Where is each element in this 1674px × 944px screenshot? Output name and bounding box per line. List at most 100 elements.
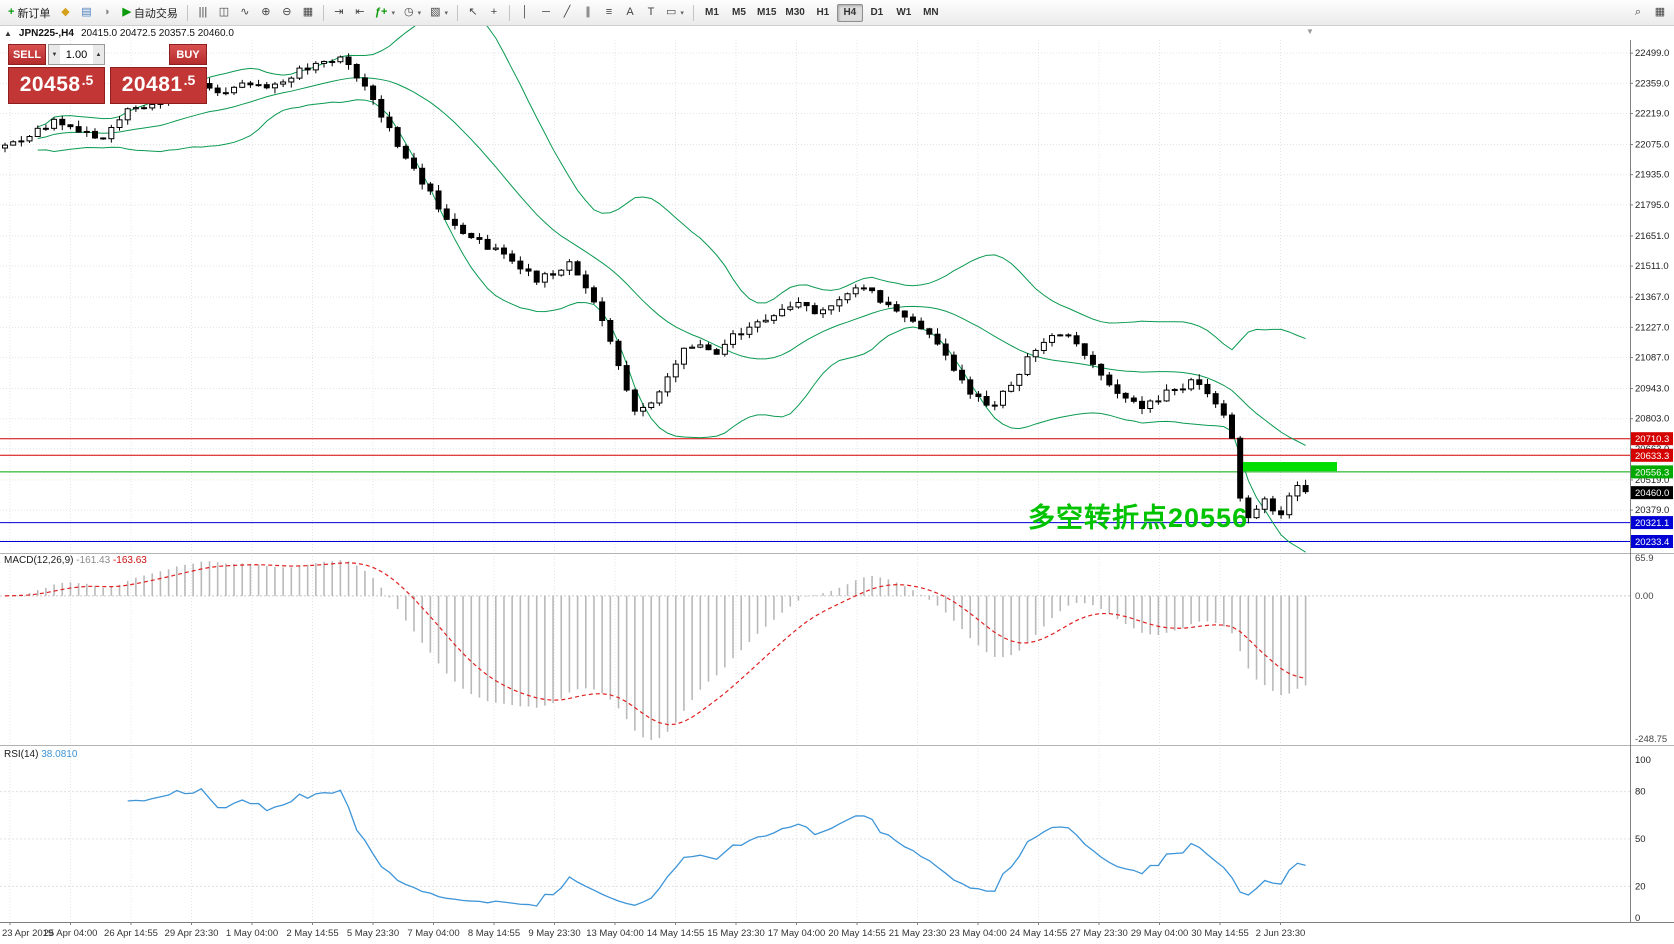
svg-text:20321.1: 20321.1 <box>1635 518 1669 529</box>
timeframe-m30[interactable]: M30 <box>785 7 805 18</box>
symbol-ohlc: 20415.0 20472.5 20357.5 20460.0 <box>80 28 234 39</box>
timeframe-h4[interactable]: H4 <box>836 3 863 22</box>
text-button[interactable]: A <box>620 3 640 23</box>
new-order-button[interactable]: + 新订单 <box>8 6 51 20</box>
shapes-button[interactable]: ▭ ▾ <box>662 3 688 23</box>
toolbar: + 新订单 ◆ ▤ ◗ ▶ 自动交易 ||| ◫ ∿ ⊕ ⊖ ▦ ⇥ ⇤ ƒ+ ▾… <box>0 0 1674 26</box>
sell-price-main: 20458 <box>19 73 81 96</box>
svg-text:20710.3: 20710.3 <box>1635 434 1669 445</box>
svg-text:21367.0: 21367.0 <box>1635 292 1669 303</box>
channel-button[interactable]: ∥ <box>578 3 598 23</box>
zoom-in-icon: ⊕ <box>261 6 271 18</box>
fibonacci-button[interactable]: ≡ <box>599 3 619 23</box>
timeframe-m1[interactable]: M1 <box>704 7 719 18</box>
macd-signal-line <box>4 562 1306 726</box>
svg-text:20379.0: 20379.0 <box>1635 505 1669 516</box>
timeframe-m5[interactable]: M5 <box>731 7 746 18</box>
auto-scroll-button[interactable]: ⇥ <box>329 3 349 23</box>
buy-price-frac: .5 <box>183 72 196 88</box>
timeframe-w1[interactable]: W1 <box>896 7 912 18</box>
templates-button[interactable]: ▧ ▾ <box>426 3 452 23</box>
svg-text:23 May 04:00: 23 May 04:00 <box>949 928 1007 939</box>
sell-price-display[interactable]: 20458 .5 <box>8 67 105 104</box>
periods-button[interactable]: ◷ ▾ <box>400 3 425 23</box>
toolbar-separator <box>509 4 511 21</box>
macd-signal-value: -163.63 <box>112 555 147 566</box>
one-click-trade-panel: SELL ▼ 1.00 ▲ BUY 20458 .5 20481 .5 <box>8 44 207 104</box>
deposit-button[interactable]: ◆ <box>55 3 75 23</box>
timeframe-mn[interactable]: MN <box>923 7 939 18</box>
search-button[interactable]: ⌕ <box>1628 3 1648 23</box>
alerts-icon: ◗ <box>104 6 111 18</box>
sell-button[interactable]: SELL <box>8 44 46 65</box>
rsi-value: 38.0810 <box>41 749 78 760</box>
svg-text:22075.0: 22075.0 <box>1635 140 1669 151</box>
svg-text:30 May 14:55: 30 May 14:55 <box>1191 928 1249 939</box>
line-chart-button[interactable]: ∿ <box>235 3 255 23</box>
svg-text:22219.0: 22219.0 <box>1635 109 1669 120</box>
svg-text:25 Apr 04:00: 25 Apr 04:00 <box>44 928 98 939</box>
rsi-line <box>127 788 1306 907</box>
label-button[interactable]: T <box>641 3 661 23</box>
svg-text:21935.0: 21935.0 <box>1635 170 1669 181</box>
horizontal-line-button[interactable]: ─ <box>536 3 556 23</box>
layout-icon: ▦ <box>1654 6 1666 18</box>
svg-text:2 May 14:55: 2 May 14:55 <box>286 928 338 939</box>
toolbar-separator <box>457 4 459 21</box>
vertical-line-button[interactable]: │ <box>515 3 535 23</box>
horizontal-line-icon: ─ <box>542 6 550 18</box>
candle-chart-button[interactable]: ◫ <box>214 3 234 23</box>
indicators-icon: ƒ+ <box>374 6 388 18</box>
timeframe-d1[interactable]: D1 <box>870 7 884 18</box>
svg-text:20633.3: 20633.3 <box>1635 451 1669 462</box>
buy-price-main: 20481 <box>121 73 183 96</box>
vertical-line-icon: │ <box>521 6 529 18</box>
svg-text:7 May 04:00: 7 May 04:00 <box>407 928 459 939</box>
tile-windows-button[interactable]: ▦ <box>298 3 318 23</box>
svg-text:8 May 14:55: 8 May 14:55 <box>468 928 520 939</box>
autotrading-button[interactable]: ▶ 自动交易 <box>122 6 178 20</box>
line-chart-icon: ∿ <box>240 6 250 18</box>
svg-text:24 May 14:55: 24 May 14:55 <box>1010 928 1068 939</box>
periods-icon: ◷ <box>403 6 414 18</box>
svg-text:17 May 04:00: 17 May 04:00 <box>768 928 826 939</box>
svg-text:29 Apr 23:30: 29 Apr 23:30 <box>165 928 219 939</box>
buy-button[interactable]: BUY <box>169 44 207 65</box>
svg-text:2 Jun 23:30: 2 Jun 23:30 <box>1256 928 1306 939</box>
cursor-button[interactable]: ↖ <box>463 3 483 23</box>
svg-text:21227.0: 21227.0 <box>1635 322 1669 333</box>
svg-text:15 May 23:30: 15 May 23:30 <box>707 928 765 939</box>
lot-decrease-button[interactable]: ▼ <box>49 45 60 64</box>
svg-text:20803.0: 20803.0 <box>1635 414 1669 425</box>
trendline-button[interactable]: ╱ <box>557 3 577 23</box>
charts-button[interactable]: ▤ <box>76 3 96 23</box>
svg-text:0: 0 <box>1635 913 1640 924</box>
text-icon: A <box>626 6 634 18</box>
chart-shift-button[interactable]: ⇤ <box>350 3 370 23</box>
symbol-title: JPN225-,H4 <box>18 28 74 39</box>
zoom-in-button[interactable]: ⊕ <box>256 3 276 23</box>
tile-windows-icon: ▦ <box>302 6 314 18</box>
layout-button[interactable]: ▦ <box>1650 3 1670 23</box>
toolbar-separator <box>322 4 324 21</box>
crosshair-button[interactable]: + <box>484 3 504 23</box>
svg-text:22499.0: 22499.0 <box>1635 48 1669 59</box>
svg-text:20556.3: 20556.3 <box>1635 467 1669 478</box>
alerts-button[interactable]: ◗ <box>97 3 117 23</box>
search-icon: ⌕ <box>1634 6 1642 18</box>
timeframe-m15[interactable]: M15 <box>756 7 777 18</box>
indicators-button[interactable]: ƒ+ ▾ <box>371 3 399 23</box>
zoom-out-button[interactable]: ⊖ <box>277 3 297 23</box>
lot-size-value[interactable]: 1.00 <box>65 48 88 61</box>
chart-shift-icon: ⇤ <box>355 6 365 18</box>
chevron-down-icon: ▾ <box>417 9 422 17</box>
lot-increase-button[interactable]: ▲ <box>93 45 104 64</box>
timeframe-h1[interactable]: H1 <box>816 7 830 18</box>
trade-panel-toggle-icon[interactable]: ▲ <box>4 29 12 38</box>
bar-chart-button[interactable]: ||| <box>193 3 213 23</box>
charts-icon: ▤ <box>81 6 92 18</box>
candle-chart-icon: ◫ <box>218 6 230 18</box>
buy-price-display[interactable]: 20481 .5 <box>110 67 207 104</box>
svg-text:0.00: 0.00 <box>1635 591 1654 602</box>
